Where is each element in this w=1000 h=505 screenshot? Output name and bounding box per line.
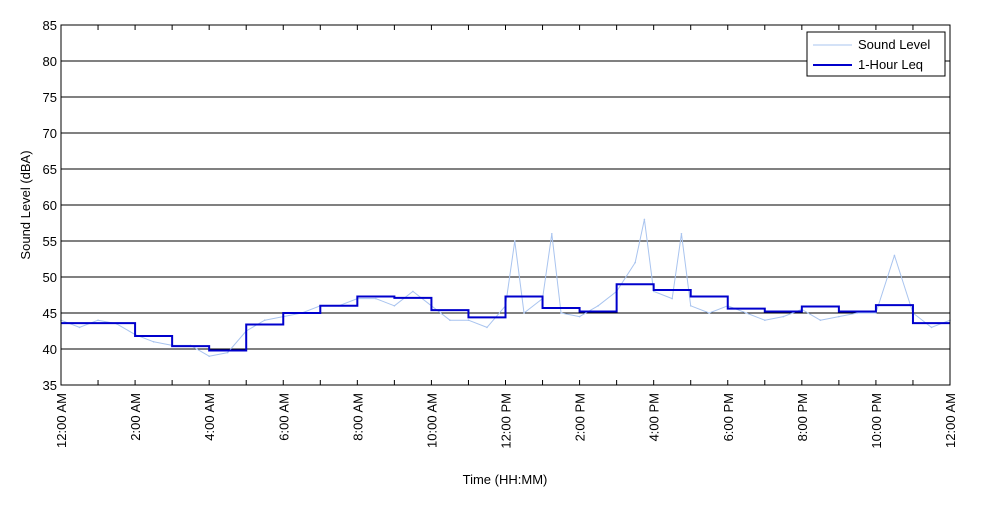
sound-level-point [930,326,933,329]
y-axis-ticks: 35 40 45 50 55 60 65 70 75 80 85 [43,18,950,393]
legend: Sound Level 1-Hour Leq [806,31,946,77]
x-axis-label: Time (HH:MM) [463,472,548,487]
sound-level-point [97,319,99,322]
sound-level-point [763,319,766,322]
sound-level-point [893,254,896,257]
sound-level-point [708,312,711,314]
x-tick-label: 6:00 PM [721,393,736,441]
x-tick-label: 12:00 AM [54,393,69,448]
legend-label-sound-level: Sound Level [858,37,930,52]
x-tick-label: 10:00 PM [869,393,884,449]
sound-level-point [467,319,470,322]
y-tick-label: 80 [43,54,57,69]
sound-level-point [551,233,553,235]
sound-level-point [263,319,266,322]
sound-level-point [578,315,581,318]
sound-level-point [513,240,516,242]
x-tick-label: 8:00 PM [795,393,810,441]
x-tick-label: 2:00 PM [573,393,588,441]
legend-box [806,31,946,77]
x-tick-label: 4:00 AM [202,393,217,441]
x-tick-label: 4:00 PM [647,393,662,441]
sound-level-point [78,326,81,329]
sound-level-point [745,312,748,314]
sound-level-point [875,312,877,314]
sound-level-point [689,305,692,307]
sound-level-point [208,355,210,358]
sound-level-point [782,315,785,318]
sound-level-point [486,326,488,329]
y-tick-label: 70 [43,126,57,141]
x-tick-label: 12:00 PM [499,393,514,449]
y-tick-label: 85 [43,18,57,33]
x-axis-ticks: 12:00 AM 2:00 AM 4:00 AM 6:00 AM 8:00 AM 10:0… [54,25,958,449]
x-tick-label: 8:00 AM [350,393,365,441]
y-tick-label: 55 [43,234,57,249]
x-tick-label: 6:00 AM [276,393,291,441]
sound-level-point [671,297,673,300]
x-tick-label: 2:00 AM [128,393,143,441]
sound-level-point [412,290,414,293]
series-1-hour-leq [61,283,950,352]
x-tick-label: 12:00 AM [943,393,958,448]
sound-level-point [560,312,562,314]
sound-level-point [652,290,655,293]
sound-level-point [856,312,859,314]
y-axis-label: Sound Level (dBA) [18,150,33,259]
sound-level-point [523,312,525,314]
y-tick-label: 65 [43,162,57,177]
sound-level-point [838,315,840,318]
y-tick-label: 45 [43,306,57,321]
sound-level-point [643,218,646,221]
series-layer [60,218,951,358]
y-tick-label: 60 [43,198,57,213]
sound-level-point [375,297,377,300]
sound-level-point [393,305,396,307]
sound-level-point [152,341,155,343]
legend-label-1-hour-leq: 1-Hour Leq [858,57,923,72]
sound-level-point [449,319,451,322]
sound-level-point [819,319,822,322]
sound-level-point [634,261,636,264]
sound-level-point [680,233,683,235]
sound-level-point [226,351,229,354]
x-tick-label: 10:00 AM [424,393,439,448]
sound-level-point [597,305,599,307]
y-tick-label: 35 [43,378,57,393]
y-tick-label: 40 [43,342,57,357]
y-tick-label: 50 [43,270,57,285]
y-tick-label: 75 [43,90,57,105]
